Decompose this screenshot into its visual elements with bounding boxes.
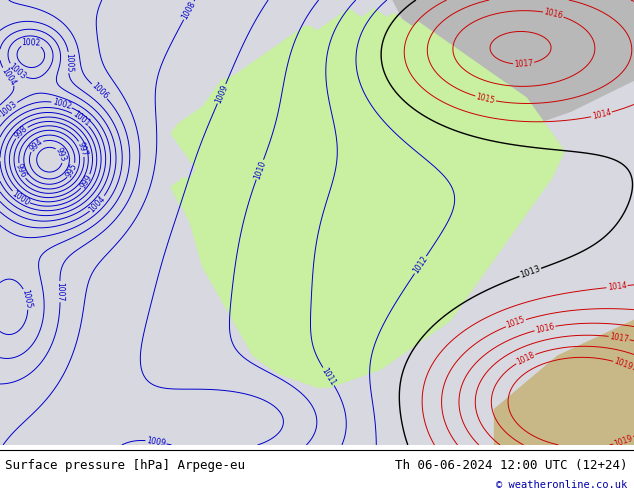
Text: 1002: 1002 — [22, 38, 41, 48]
Text: 1002: 1002 — [51, 97, 72, 111]
Text: 1012: 1012 — [411, 254, 429, 275]
Text: Th 06-06-2024 12:00 UTC (12+24): Th 06-06-2024 12:00 UTC (12+24) — [395, 459, 628, 472]
Text: 1005: 1005 — [64, 53, 74, 73]
Text: 1007: 1007 — [55, 282, 65, 301]
Text: 1016: 1016 — [534, 322, 555, 335]
Text: 997: 997 — [75, 141, 89, 157]
Text: 1008: 1008 — [180, 0, 197, 21]
Text: 1003: 1003 — [0, 99, 19, 118]
Text: 1015: 1015 — [505, 316, 526, 330]
Text: 1017: 1017 — [514, 59, 534, 69]
Text: 1004: 1004 — [87, 194, 108, 214]
Text: Surface pressure [hPa] Arpege-eu: Surface pressure [hPa] Arpege-eu — [5, 459, 245, 472]
Text: 1019: 1019 — [613, 433, 634, 448]
Polygon shape — [393, 0, 634, 133]
Text: 1001: 1001 — [70, 110, 91, 128]
Text: 1017: 1017 — [609, 332, 630, 344]
Text: 1013: 1013 — [519, 265, 541, 280]
Text: 995: 995 — [65, 162, 79, 179]
Text: 1019: 1019 — [612, 357, 634, 372]
Text: 1018: 1018 — [515, 350, 536, 367]
Text: 1006: 1006 — [89, 81, 110, 101]
Text: 1000: 1000 — [10, 189, 31, 207]
Text: 1015: 1015 — [475, 92, 496, 105]
Text: 994: 994 — [28, 137, 44, 154]
Text: 1011: 1011 — [320, 366, 337, 387]
Text: 1005: 1005 — [20, 289, 34, 310]
Polygon shape — [495, 320, 634, 445]
Text: 1010: 1010 — [252, 159, 268, 180]
Text: © weatheronline.co.uk: © weatheronline.co.uk — [496, 480, 628, 490]
Text: 996: 996 — [14, 163, 29, 180]
Text: 1004: 1004 — [0, 66, 18, 87]
Text: 1003: 1003 — [7, 62, 27, 81]
Text: 1009: 1009 — [146, 436, 166, 448]
Polygon shape — [171, 9, 564, 387]
Text: 1014: 1014 — [591, 108, 612, 121]
Text: 998: 998 — [13, 124, 30, 141]
Text: 999: 999 — [78, 173, 94, 190]
Text: 1016: 1016 — [543, 7, 564, 21]
Text: 1014: 1014 — [607, 281, 627, 292]
Text: 1009: 1009 — [214, 83, 230, 104]
Text: 993: 993 — [54, 146, 68, 163]
